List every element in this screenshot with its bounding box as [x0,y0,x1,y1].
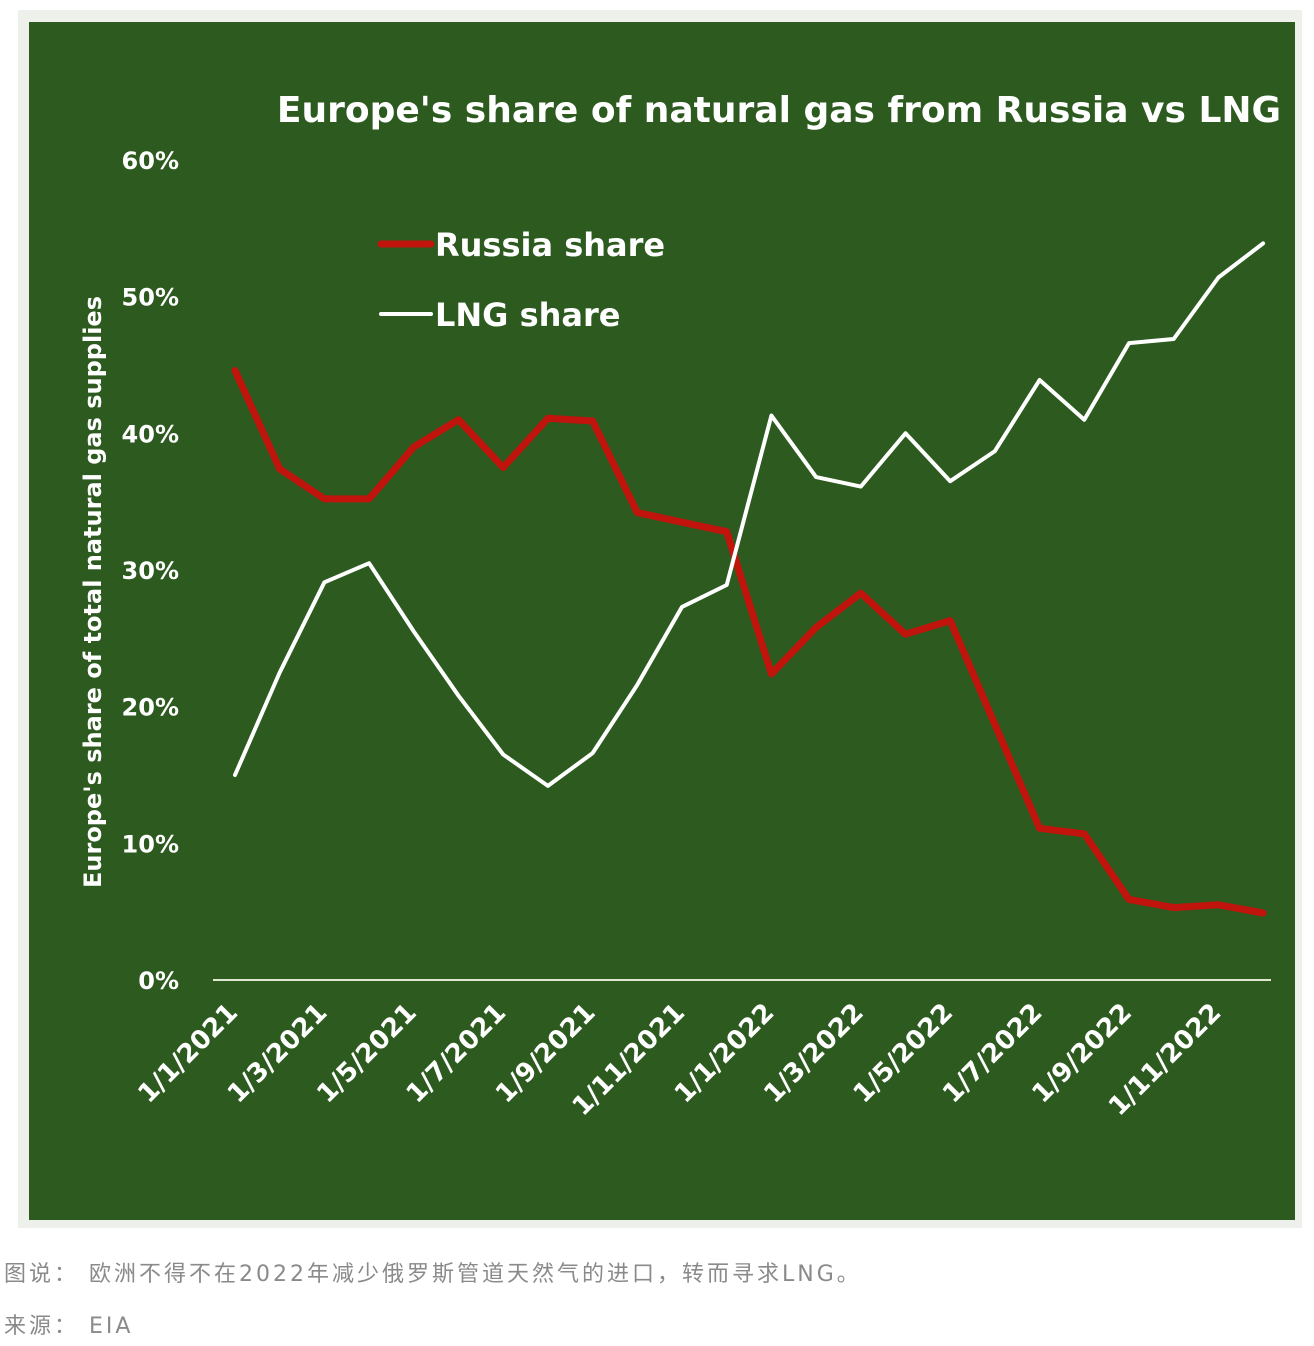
plot-background [29,22,1295,1220]
y-tick-label: 30% [122,557,179,585]
source-note: 来源： EIA [4,1314,134,1339]
y-tick-label: 40% [122,420,179,448]
figure-caption: 图说： 欧洲不得不在2022年减少俄罗斯管道天然气的进口，转而寻求LNG。 [4,1262,862,1287]
russia-share-line [231,367,1267,917]
legend: Russia share LNG share [377,226,665,334]
series-lines [231,241,1267,917]
y-tick-label: 50% [122,284,179,312]
y-tick-label: 0% [138,967,179,995]
y-tick-label: 20% [122,694,179,722]
y-tick-label: 60% [122,147,179,175]
y-axis-label: Europe's share of total natural gas supp… [79,296,107,888]
y-tick-label: 10% [122,830,179,858]
chart-title: Europe's share of natural gas from Russi… [277,90,1281,131]
line-chart: Europe's share of natural gas from Russi… [29,22,1295,1220]
y-axis-ticks: 0% 10% 20% 30% 40% 50% 60% [122,147,179,995]
legend-russia-label: Russia share [435,226,665,264]
legend-lng-label: LNG share [435,296,620,334]
lng-share-line [233,241,1266,788]
